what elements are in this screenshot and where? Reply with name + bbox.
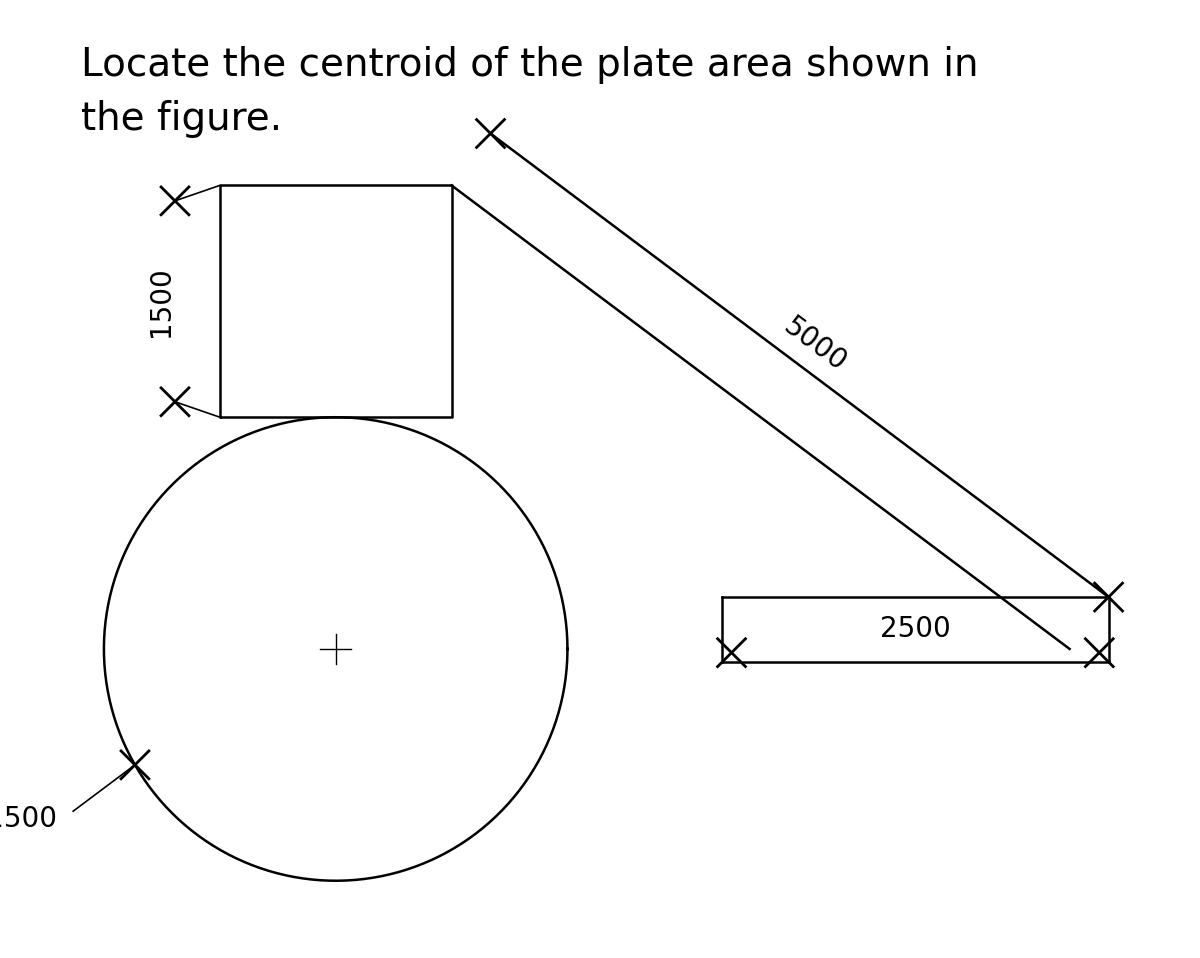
Text: the figure.: the figure.	[80, 101, 282, 139]
Text: 2500: 2500	[880, 615, 950, 644]
Text: R1500: R1500	[0, 805, 58, 833]
Text: 5000: 5000	[779, 312, 852, 376]
Text: Locate the centroid of the plate area shown in: Locate the centroid of the plate area sh…	[80, 46, 978, 84]
Text: 1500: 1500	[148, 266, 175, 336]
